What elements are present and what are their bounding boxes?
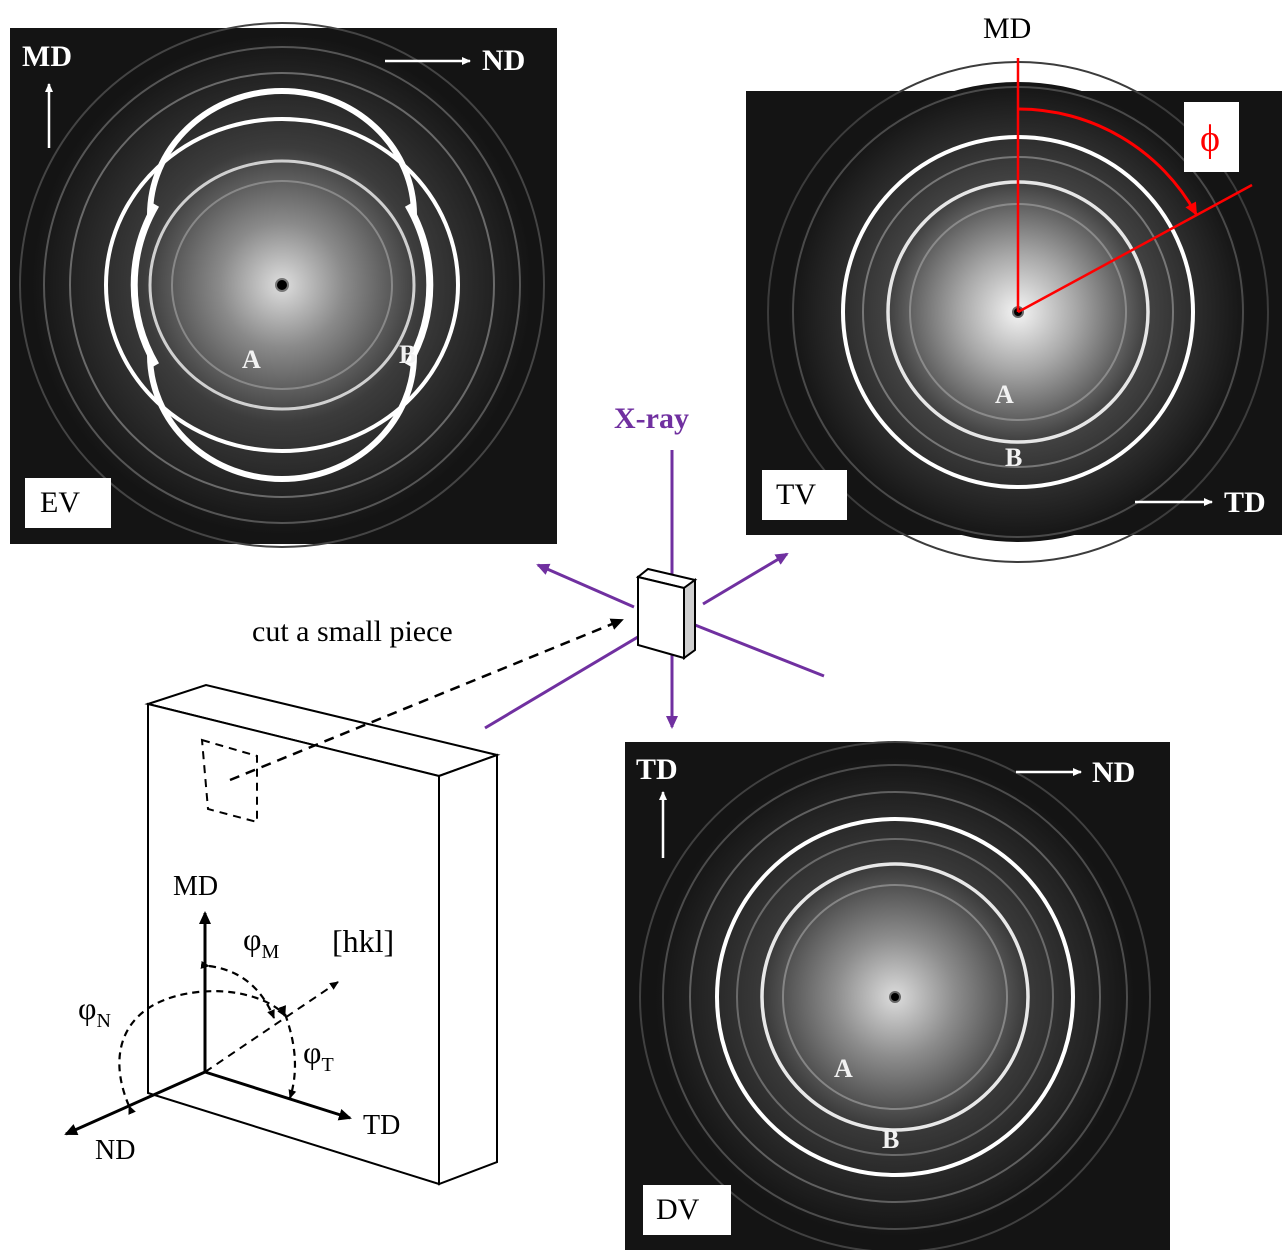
phi-n-label: φN — [78, 990, 111, 1032]
tv-td-label: TD — [1224, 486, 1266, 519]
xray-label: X-ray — [614, 402, 689, 435]
phi-t-subscript: T — [321, 1054, 333, 1076]
phi-m-label: φM — [243, 921, 279, 963]
hkl-direction-dashed — [204, 981, 339, 1073]
tv-phi-label-box — [1184, 102, 1239, 172]
dv-beam-stop — [889, 991, 901, 1003]
dv-nd-label: ND — [1092, 756, 1135, 789]
tv-view-label-box — [762, 470, 847, 520]
dv-ring-a-label: A — [834, 1054, 853, 1083]
sample-nd-label: ND — [95, 1135, 135, 1166]
phi-n-arc — [118, 990, 286, 1115]
cut-piece-label: cut a small piece — [252, 615, 453, 648]
tv-pattern: A B TV TD MD ϕ — [746, 12, 1282, 563]
ev-beam-stop — [275, 278, 289, 292]
phi-t-label: φT — [303, 1034, 334, 1076]
cut-piece-dashed-arrow — [229, 618, 624, 782]
ev-view-label: EV — [40, 486, 80, 519]
phi-n-symbol: φ — [78, 990, 96, 1026]
tv-view-label: TV — [776, 478, 816, 511]
hkl-label: [hkl] — [332, 923, 394, 959]
dv-diffraction-rings — [639, 741, 1151, 1250]
tv-phi-symbol: ϕ — [1200, 118, 1220, 160]
tv-phi-red-line — [1017, 183, 1253, 314]
xray-beam-sample-to-front — [484, 623, 659, 730]
ev-diffraction-rings — [19, 22, 545, 548]
small-sample-piece — [635, 567, 698, 660]
bulk-sample: cut a small piece MD TD ND [hkl] φM φN φ… — [64, 615, 624, 1186]
xray-beam-to-tv — [702, 552, 789, 606]
sample-td-label: TD — [363, 1110, 400, 1141]
ev-view-label-box — [25, 478, 111, 528]
phi-t-symbol: φ — [303, 1034, 321, 1070]
phi-m-subscript: M — [261, 941, 279, 963]
tv-ring-a-label: A — [995, 380, 1014, 409]
tv-md-label: MD — [983, 12, 1031, 45]
ev-md-label: MD — [22, 40, 72, 73]
dv-ring-b-label: B — [882, 1125, 899, 1154]
ev-ring-a-label: A — [242, 345, 261, 374]
tv-ring-b-label: B — [1005, 443, 1022, 472]
sample-md-label: MD — [173, 871, 218, 902]
phi-m-symbol: φ — [243, 921, 261, 957]
dv-pattern: TD ND A B DV — [625, 741, 1170, 1250]
cut-region-outline — [200, 738, 258, 824]
dv-td-label: TD — [636, 753, 678, 786]
xray-beam-sample-to-right — [694, 623, 825, 678]
ev-ring-b-label: B — [399, 340, 416, 369]
ev-nd-label: ND — [482, 44, 525, 77]
ev-pattern: MD ND A B EV — [10, 22, 557, 548]
xray-geometry: X-ray — [484, 402, 825, 730]
xray-beam-to-ev — [536, 563, 635, 609]
dv-view-label-box — [643, 1185, 731, 1235]
tv-phi-arc-arrow — [1017, 107, 1198, 216]
phi-n-subscript: N — [96, 1010, 110, 1032]
dv-view-label: DV — [656, 1193, 700, 1226]
phi-t-arc — [278, 1005, 297, 1099]
